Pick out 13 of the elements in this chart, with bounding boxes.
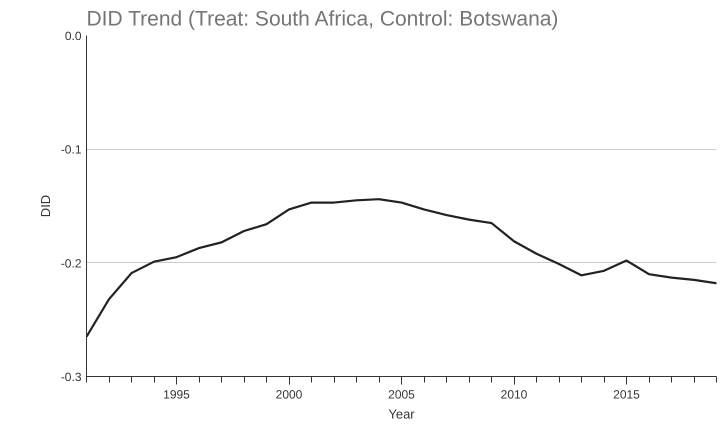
x-tick-label: 1995 bbox=[163, 388, 190, 402]
chart-title: DID Trend (Treat: South Africa, Control: Botswana) bbox=[86, 8, 558, 30]
line-series bbox=[86, 198, 716, 338]
y-tick-label: 0.0 bbox=[64, 29, 82, 43]
x-tick-label: 2015 bbox=[613, 388, 640, 402]
x-axis-title: Year bbox=[388, 406, 416, 422]
y-axis-title: DID bbox=[38, 194, 53, 218]
y-tick-label: -0.1 bbox=[60, 142, 82, 157]
x-tick-label: 2005 bbox=[388, 388, 416, 402]
y-tick-label: -0.3 bbox=[60, 370, 82, 384]
y-tick-label: -0.2 bbox=[60, 256, 82, 270]
x-tick-label: 2000 bbox=[276, 388, 303, 402]
x-tick-label: 2010 bbox=[500, 388, 528, 402]
